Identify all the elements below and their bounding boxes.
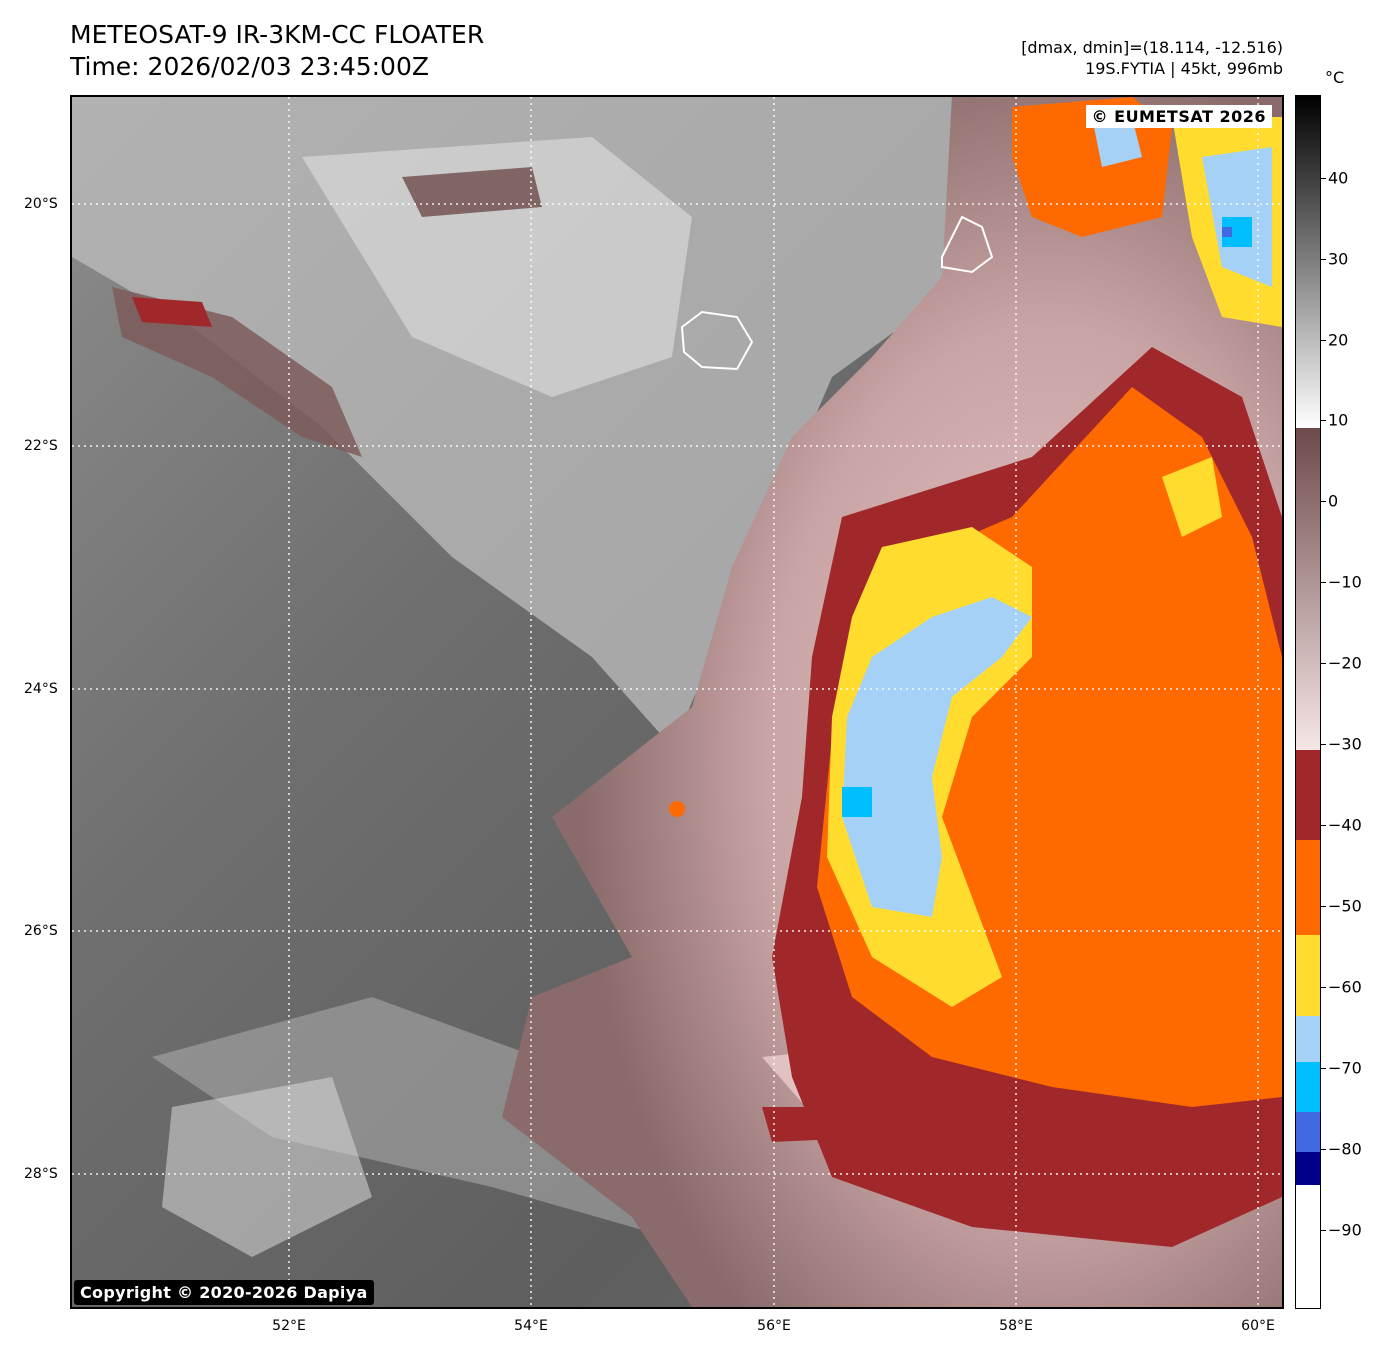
colorbar-tick-0: 0 (1328, 491, 1339, 511)
copyright-credit: Copyright © 2020-2026 Dapiya (74, 1280, 374, 1305)
lon-label-58e: 58°E (999, 1318, 1033, 1334)
satellite-map: © EUMETSAT 2026 Copyright © 2020-2026 Da… (70, 95, 1284, 1309)
colorbar-tick-minus60: −60 (1328, 977, 1362, 997)
colorbar-tick-minus80: −80 (1328, 1139, 1362, 1159)
lat-label-22s: 22°S (24, 438, 58, 454)
colorbar-gradient (1296, 96, 1320, 1308)
lon-label-56e: 56°E (757, 1318, 791, 1334)
lat-label-24s: 24°S (24, 681, 58, 697)
lon-label-54e: 54°E (514, 1318, 548, 1334)
lat-label-20s: 20°S (24, 196, 58, 212)
eumetsat-credit: © EUMETSAT 2026 (1085, 105, 1272, 128)
colorbar-tick-minus10: −10 (1328, 572, 1362, 592)
colorbar-tick-minus30: −30 (1328, 734, 1362, 754)
lon-label-52e: 52°E (272, 1318, 306, 1334)
colorbar-tick-minus70: −70 (1328, 1058, 1362, 1078)
storm-info: 19S.FYTIA | 45kt, 996mb (1085, 59, 1283, 78)
data-range: [dmax, dmin]=(18.114, -12.516) (1021, 38, 1283, 57)
colorbar-tick-20: 20 (1328, 330, 1349, 350)
colorbar (1295, 95, 1321, 1309)
colorbar-unit: °C (1325, 68, 1345, 87)
colorbar-tick-30: 30 (1328, 249, 1349, 269)
colorbar-tick-minus50: −50 (1328, 896, 1362, 916)
lat-label-26s: 26°S (24, 923, 58, 939)
colorbar-tick-40: 40 (1328, 168, 1349, 188)
chart-title: METEOSAT-9 IR-3KM-CC FLOATER (70, 20, 485, 49)
colorbar-tick-10: 10 (1328, 410, 1349, 430)
colorbar-tick-minus20: −20 (1328, 653, 1362, 673)
lon-label-60e: 60°E (1241, 1318, 1275, 1334)
ir-imagery (72, 97, 1282, 1307)
lat-label-28s: 28°S (24, 1166, 58, 1182)
colorbar-tick-minus40: −40 (1328, 815, 1362, 835)
timestamp: Time: 2026/02/03 23:45:00Z (70, 52, 429, 81)
colorbar-tick-minus90: −90 (1328, 1220, 1362, 1240)
